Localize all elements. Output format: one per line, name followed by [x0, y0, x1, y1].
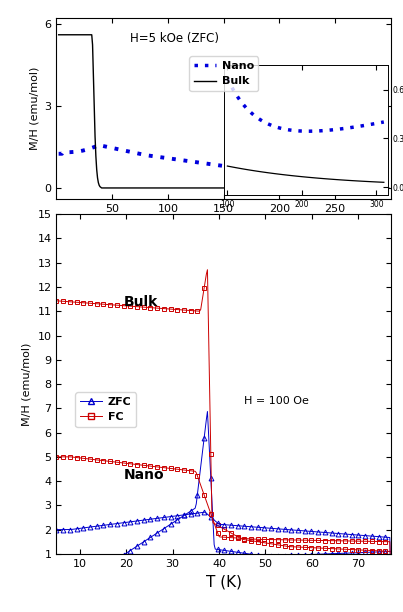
- FC: [254, 538, 259, 545]
- ZFC: [253, 551, 258, 559]
- ZFC: [55, 577, 60, 584]
- FC: [358, 547, 363, 554]
- Line: ZFC: ZFC: [54, 409, 393, 583]
- ZFC: [388, 548, 393, 555]
- FC: [337, 545, 342, 553]
- Text: H=5 kOe (ZFC): H=5 kOe (ZFC): [130, 32, 219, 45]
- ZFC: [254, 551, 259, 559]
- Text: Nano: Nano: [123, 468, 164, 482]
- FC: [55, 297, 60, 305]
- Legend: Nano, Bulk: Nano, Bulk: [189, 56, 258, 91]
- FC: [253, 538, 258, 545]
- ZFC: [358, 549, 363, 556]
- ZFC: [337, 550, 342, 557]
- Text: Bulk: Bulk: [123, 295, 158, 309]
- Line: FC: FC: [54, 267, 393, 554]
- FC: [54, 297, 59, 305]
- ZFC: [260, 552, 265, 559]
- FC: [205, 266, 210, 274]
- ZFC: [54, 577, 59, 584]
- Legend: ZFC, FC: ZFC, FC: [75, 392, 136, 427]
- X-axis label: T (K): T (K): [206, 574, 242, 589]
- FC: [260, 539, 265, 546]
- Text: H = 100 Oe: H = 100 Oe: [244, 397, 309, 406]
- Y-axis label: M/H (emu/mol): M/H (emu/mol): [22, 342, 32, 426]
- Y-axis label: M/H (emu/mol): M/H (emu/mol): [29, 67, 39, 151]
- FC: [388, 548, 393, 555]
- ZFC: [205, 408, 210, 415]
